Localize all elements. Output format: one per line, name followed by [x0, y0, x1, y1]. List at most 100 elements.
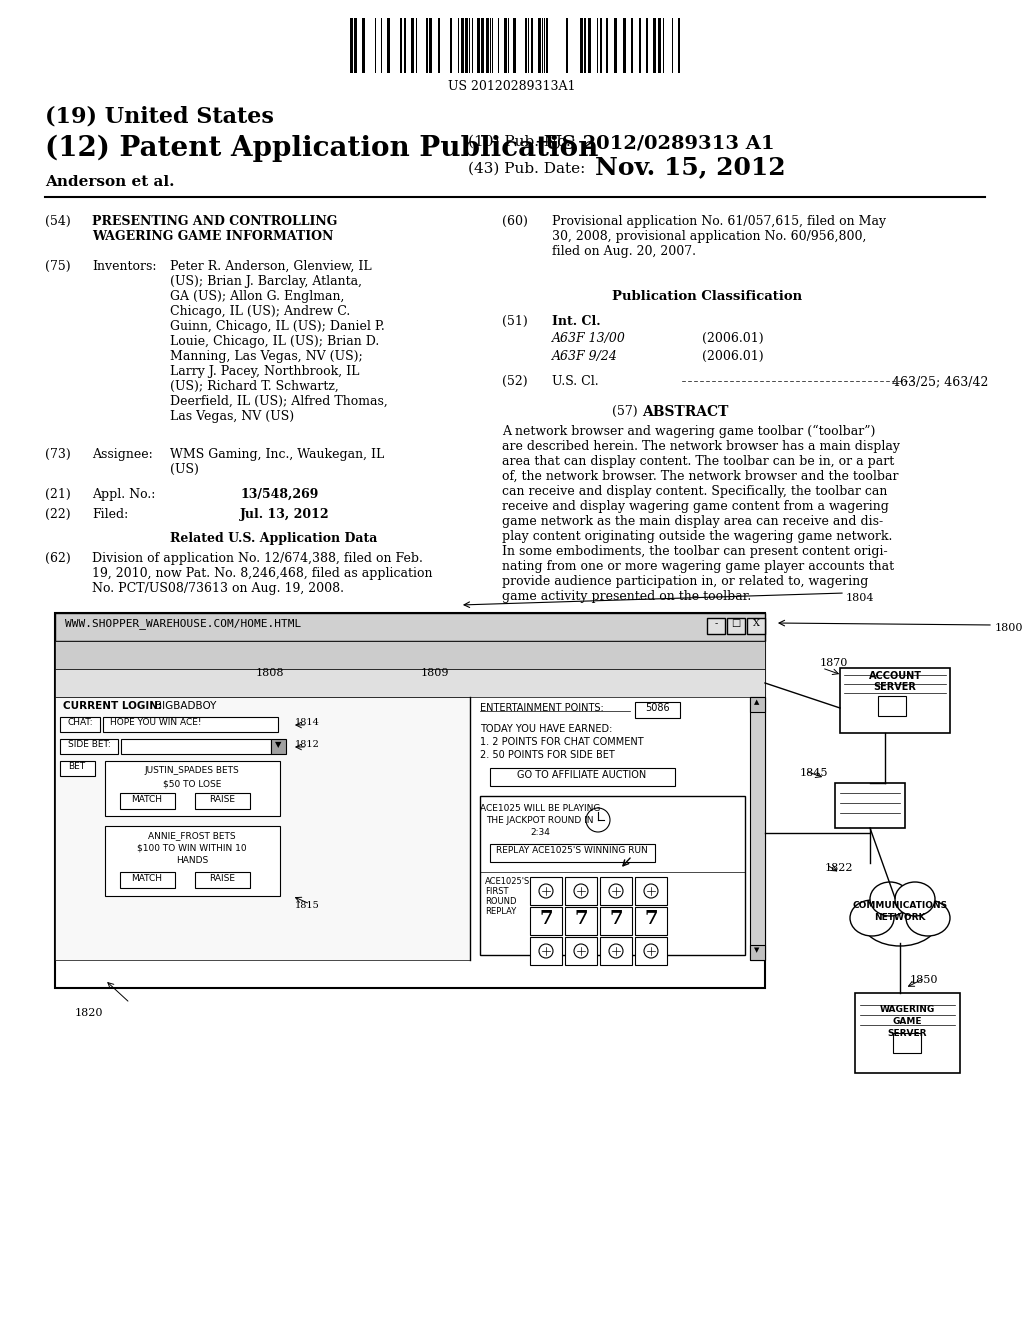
Bar: [103, 717, 278, 733]
Bar: [195, 793, 250, 809]
Text: 2. 50 POINTS FOR SIDE BET: 2. 50 POINTS FOR SIDE BET: [480, 750, 614, 760]
Bar: [60, 717, 100, 733]
Text: Related U.S. Application Data: Related U.S. Application Data: [170, 532, 378, 545]
Bar: [105, 826, 280, 896]
Text: WAGERING: WAGERING: [880, 1005, 935, 1014]
Bar: [600, 876, 632, 906]
Text: WWW.SHOPPER_WAREHOUSE.COM/HOME.HTML: WWW.SHOPPER_WAREHOUSE.COM/HOME.HTML: [65, 618, 301, 628]
Bar: [55, 612, 765, 987]
Text: MATCH: MATCH: [131, 874, 163, 883]
Text: TODAY YOU HAVE EARNED:: TODAY YOU HAVE EARNED:: [480, 723, 612, 734]
Bar: [614, 18, 617, 73]
Ellipse shape: [850, 900, 894, 936]
Bar: [635, 937, 667, 965]
Bar: [707, 618, 725, 634]
Bar: [588, 18, 591, 73]
Bar: [530, 876, 562, 906]
Text: 1822: 1822: [825, 863, 853, 873]
Bar: [606, 18, 608, 73]
Bar: [429, 18, 432, 73]
Text: BET: BET: [69, 762, 86, 771]
Text: 1809: 1809: [421, 668, 450, 678]
Bar: [55, 642, 765, 669]
Bar: [855, 993, 961, 1073]
Bar: [635, 876, 667, 906]
Text: COMMUNICATIONS: COMMUNICATIONS: [852, 902, 947, 909]
Bar: [635, 702, 680, 718]
Text: US 2012/0289313 A1: US 2012/0289313 A1: [545, 135, 774, 153]
Bar: [55, 612, 765, 642]
Text: (51): (51): [502, 315, 527, 327]
Bar: [354, 18, 357, 73]
Text: ANNIE_FROST BETS: ANNIE_FROST BETS: [148, 832, 236, 840]
Text: 1815: 1815: [295, 902, 319, 909]
Bar: [120, 873, 175, 888]
Text: Jul. 13, 2012: Jul. 13, 2012: [240, 508, 330, 521]
Text: U.S. Cl.: U.S. Cl.: [552, 375, 599, 388]
Bar: [600, 907, 632, 935]
Text: Anderson et al.: Anderson et al.: [45, 176, 174, 189]
Text: 5086: 5086: [645, 704, 670, 713]
Bar: [600, 937, 632, 965]
Bar: [362, 18, 365, 73]
Text: A63F 9/24: A63F 9/24: [552, 350, 617, 363]
Text: Division of application No. 12/674,388, filed on Feb.
19, 2010, now Pat. No. 8,2: Division of application No. 12/674,388, …: [92, 552, 432, 595]
Text: SIDE BET:: SIDE BET:: [68, 741, 111, 748]
Bar: [490, 768, 675, 785]
Bar: [477, 18, 480, 73]
Bar: [635, 907, 667, 935]
Text: Nov. 15, 2012: Nov. 15, 2012: [595, 154, 785, 180]
Bar: [411, 18, 414, 73]
Bar: [195, 873, 250, 888]
Bar: [878, 696, 906, 715]
Text: Filed:: Filed:: [92, 508, 128, 521]
Text: HOPE YOU WIN ACE!: HOPE YOU WIN ACE!: [110, 718, 202, 727]
Bar: [565, 907, 597, 935]
Text: -: -: [715, 619, 718, 628]
Text: CURRENT LOGIN:: CURRENT LOGIN:: [63, 701, 162, 711]
Text: GO TO AFFILIATE AUCTION: GO TO AFFILIATE AUCTION: [517, 770, 646, 780]
Ellipse shape: [906, 900, 950, 936]
Bar: [60, 739, 118, 754]
Text: 1808: 1808: [256, 668, 285, 678]
Text: (75): (75): [45, 260, 71, 273]
Bar: [835, 783, 905, 828]
Bar: [481, 18, 484, 73]
Text: 7: 7: [609, 909, 623, 928]
Text: FIRST: FIRST: [485, 887, 509, 896]
Text: (52): (52): [502, 375, 527, 388]
Bar: [750, 697, 765, 711]
Text: (2006.01): (2006.01): [702, 333, 764, 345]
Text: MATCH: MATCH: [131, 795, 163, 804]
Bar: [623, 18, 626, 73]
Text: ▼: ▼: [274, 741, 282, 748]
Text: 7: 7: [540, 909, 553, 928]
Text: (57): (57): [612, 405, 638, 418]
Text: (43) Pub. Date:: (43) Pub. Date:: [468, 162, 586, 176]
Text: Int. Cl.: Int. Cl.: [552, 315, 601, 327]
Text: ▲: ▲: [755, 700, 760, 705]
Text: SERVER: SERVER: [873, 682, 916, 692]
Bar: [105, 762, 280, 816]
Text: $100 TO WIN WITHIN 10: $100 TO WIN WITHIN 10: [137, 843, 247, 853]
Text: CHAT:: CHAT:: [68, 718, 93, 727]
Text: $50 TO LOSE: $50 TO LOSE: [163, 779, 221, 788]
Text: 1850: 1850: [910, 975, 939, 985]
Text: 1812: 1812: [295, 741, 319, 748]
Bar: [530, 937, 562, 965]
Ellipse shape: [895, 882, 935, 916]
Bar: [121, 739, 271, 754]
Bar: [404, 18, 406, 73]
Bar: [525, 18, 527, 73]
Bar: [678, 18, 680, 73]
Text: ABSTRACT: ABSTRACT: [642, 405, 728, 418]
Bar: [580, 18, 583, 73]
Bar: [565, 876, 597, 906]
Text: 463/25; 463/42: 463/25; 463/42: [892, 375, 988, 388]
Bar: [486, 18, 489, 73]
Text: A63F 13/00: A63F 13/00: [552, 333, 626, 345]
Text: RAISE: RAISE: [209, 874, 234, 883]
Ellipse shape: [862, 896, 938, 946]
Text: US 20120289313A1: US 20120289313A1: [449, 81, 575, 92]
Text: 1800: 1800: [995, 623, 1024, 634]
